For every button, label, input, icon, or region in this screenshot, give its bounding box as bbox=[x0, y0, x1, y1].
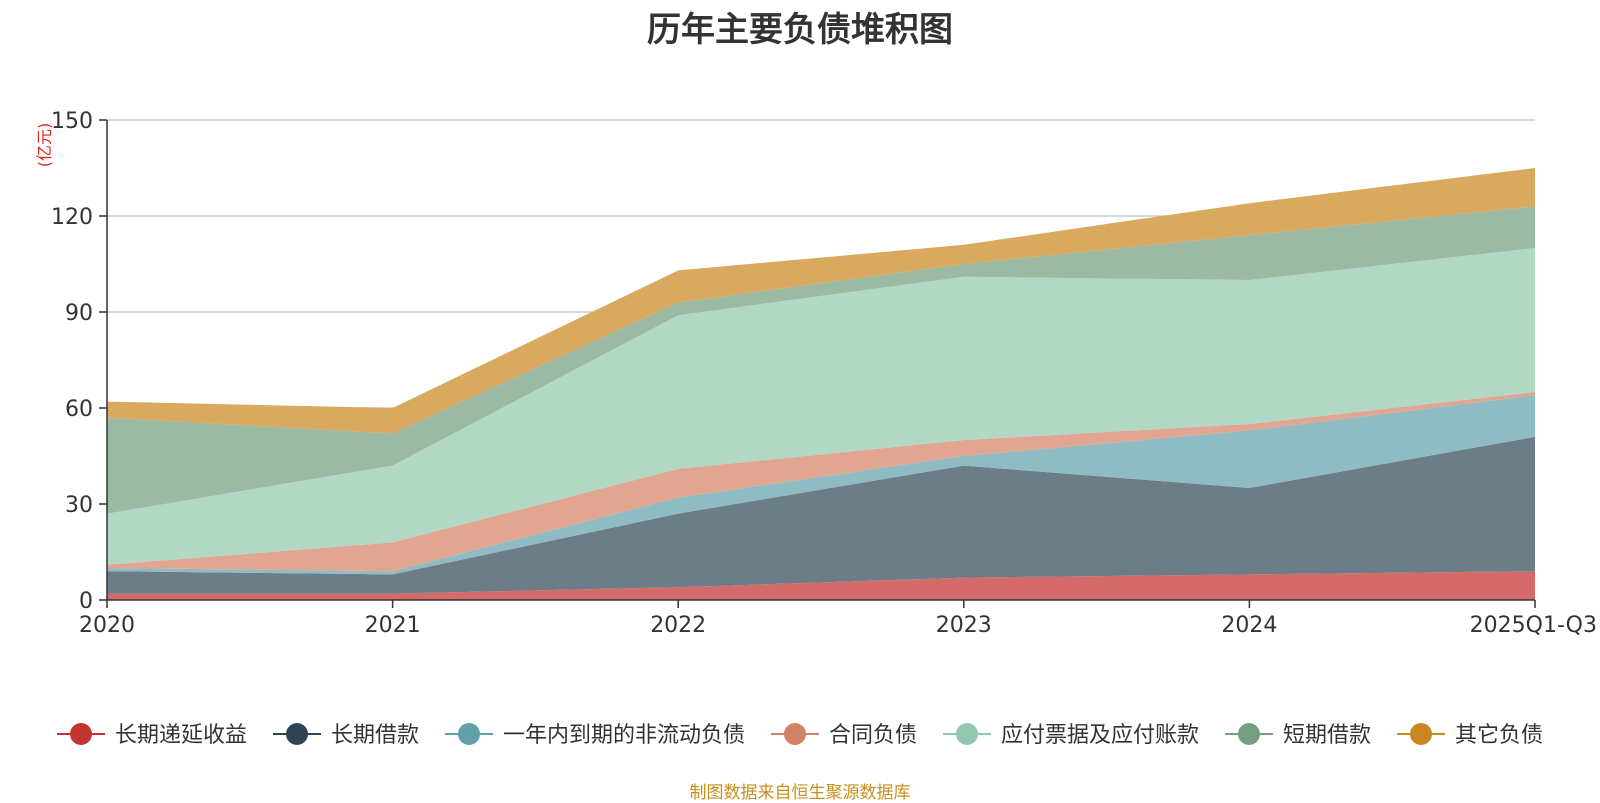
x-tick-label: 2023 bbox=[936, 613, 992, 638]
legend-item-5[interactable]: 应付票据及应付账款 bbox=[943, 723, 1199, 748]
source-note: 制图数据来自恒生聚源数据库 bbox=[689, 783, 911, 803]
legend-label: 其它负债 bbox=[1455, 723, 1543, 748]
area-layer bbox=[107, 168, 1535, 600]
legend-marker bbox=[286, 723, 308, 745]
legend-item-4[interactable]: 合同负债 bbox=[771, 723, 917, 748]
legend-marker bbox=[784, 723, 806, 745]
area-series-5[interactable] bbox=[107, 248, 1535, 565]
legend-item-7[interactable]: 其它负债 bbox=[1397, 723, 1543, 748]
area-series-1[interactable] bbox=[107, 571, 1535, 600]
y-tick-label: 0 bbox=[79, 589, 93, 614]
legend-label: 应付票据及应付账款 bbox=[1001, 723, 1199, 748]
area-series-4[interactable] bbox=[107, 392, 1535, 572]
area-series-7[interactable] bbox=[107, 168, 1535, 434]
y-tick-label: 30 bbox=[65, 493, 93, 518]
x-tick-label: 2024 bbox=[1221, 613, 1277, 638]
y-tick-label: 150 bbox=[51, 109, 93, 134]
legend-item-6[interactable]: 短期借款 bbox=[1225, 723, 1371, 748]
legend-item-1[interactable]: 长期递延收益 bbox=[57, 723, 247, 748]
area-series-6[interactable] bbox=[107, 206, 1535, 514]
legend-label: 长期递延收益 bbox=[115, 723, 247, 748]
legend-label: 长期借款 bbox=[331, 723, 419, 748]
legend-item-2[interactable]: 长期借款 bbox=[273, 723, 419, 748]
x-tick-label: 2022 bbox=[650, 613, 706, 638]
legend-item-3[interactable]: 一年内到期的非流动负债 bbox=[445, 723, 745, 748]
x-tick-label: 2021 bbox=[365, 613, 421, 638]
axis-layer: 0 30 60 90 120 150 2020 2021 2022 2023 2024 2025Q1-… bbox=[51, 109, 1597, 638]
area-series-3[interactable] bbox=[107, 395, 1535, 575]
legend-marker bbox=[1238, 723, 1260, 745]
legend-marker bbox=[458, 723, 480, 745]
legend-label: 一年内到期的非流动负债 bbox=[503, 723, 745, 748]
area-series-2[interactable] bbox=[107, 436, 1535, 594]
y-tick-label: 90 bbox=[65, 301, 93, 326]
legend-marker bbox=[956, 723, 978, 745]
legend-label: 合同负债 bbox=[829, 723, 917, 748]
y-tick-label: 120 bbox=[51, 205, 93, 230]
legend-label: 短期借款 bbox=[1283, 723, 1371, 748]
x-tick-label: 2025Q1-Q3 bbox=[1470, 613, 1597, 638]
y-tick-label: 60 bbox=[65, 397, 93, 422]
x-tick-label: 2020 bbox=[79, 613, 135, 638]
legend-marker bbox=[1410, 723, 1432, 745]
legend[interactable]: 长期递延收益 长期借款 一年内到期的非流动负债 合同负债 应付票据及应付账款 短期借款 其它… bbox=[57, 723, 1543, 748]
y-axis-unit: (亿元) bbox=[35, 123, 54, 168]
legend-marker bbox=[70, 723, 92, 745]
chart-title: 历年主要负债堆积图 bbox=[647, 10, 953, 50]
